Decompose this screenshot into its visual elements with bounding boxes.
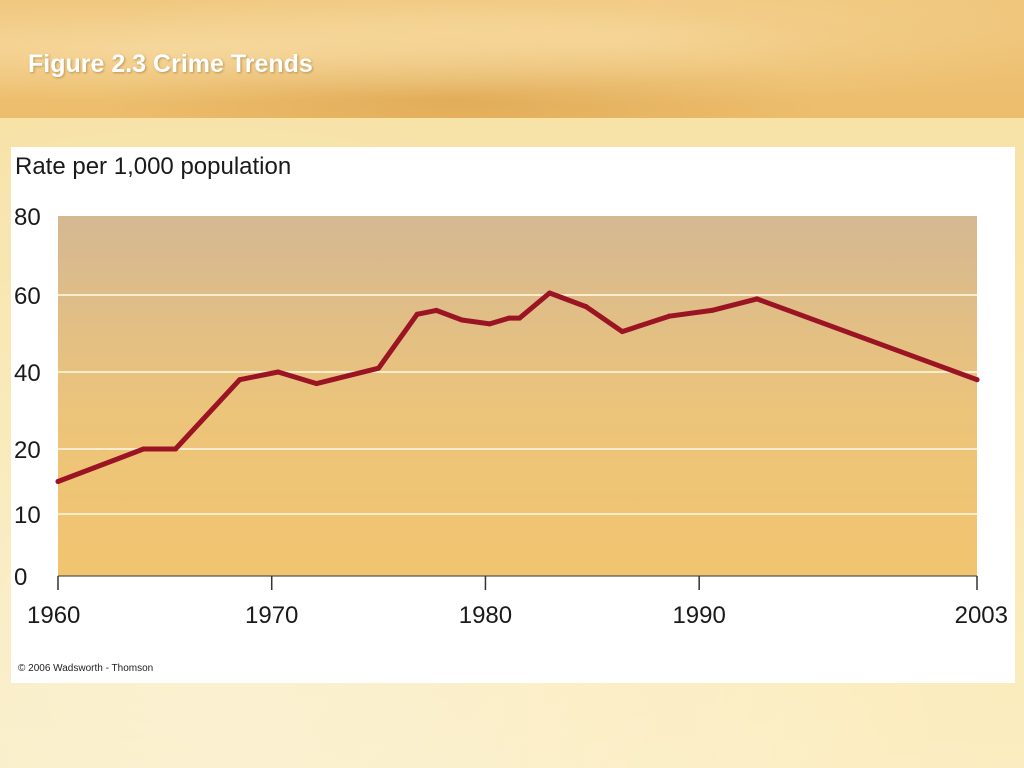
y-tick-label-20: 20 [14,437,41,464]
x-tick-label-1970: 1970 [245,602,298,629]
crime-rate-line [55,290,980,484]
gridlines [58,294,977,515]
data-point-4 [275,369,281,375]
data-point-5 [314,381,320,387]
data-point-13 [547,290,553,296]
figure-panel: 0 10 20 40 60 80 1960 1970 1980 1990 2003 Rate per… [11,147,1015,683]
data-point-0 [55,479,61,484]
data-point-14 [583,304,589,310]
data-point-12 [517,315,523,321]
data-point-16 [666,313,672,319]
x-tick-label-2003: 2003 [955,602,1008,629]
data-point-10 [487,321,493,327]
axes [57,575,978,590]
y-axis-label: Rate per 1,000 population [15,153,291,180]
y-tick-label-60: 60 [14,283,41,310]
data-point-18 [754,296,760,302]
x-tick-label-1960: 1960 [27,602,80,629]
tick-labels: 0 10 20 40 60 80 1960 1970 1980 1990 2003 [14,204,1008,629]
x-tick-label-1980: 1980 [459,602,512,629]
data-point-8 [433,307,439,313]
copyright-note: © 2006 Wadsworth - Thomson [18,663,154,674]
slide-title: Figure 2.3 Crime Trends [28,50,313,78]
data-point-7 [414,311,420,317]
y-tick-label-80: 80 [14,204,41,231]
data-point-19 [974,377,980,383]
y-tick-label-10: 10 [14,502,41,529]
data-point-3 [237,377,243,383]
data-point-15 [619,329,625,335]
data-point-2 [173,446,179,452]
title-band [0,0,1024,118]
y-tick-label-40: 40 [14,360,41,387]
data-points [55,290,980,484]
data-point-11 [506,315,512,321]
y-tick-label-0: 0 [14,564,27,591]
data-point-17 [709,307,715,313]
data-point-6 [376,365,382,371]
plot-area [58,216,977,576]
data-point-1 [140,446,146,452]
crime-trends-chart: 0 10 20 40 60 80 1960 1970 1980 1990 2003 Rate per… [14,153,1008,629]
x-tick-label-1990: 1990 [672,602,725,629]
data-point-9 [459,317,465,323]
